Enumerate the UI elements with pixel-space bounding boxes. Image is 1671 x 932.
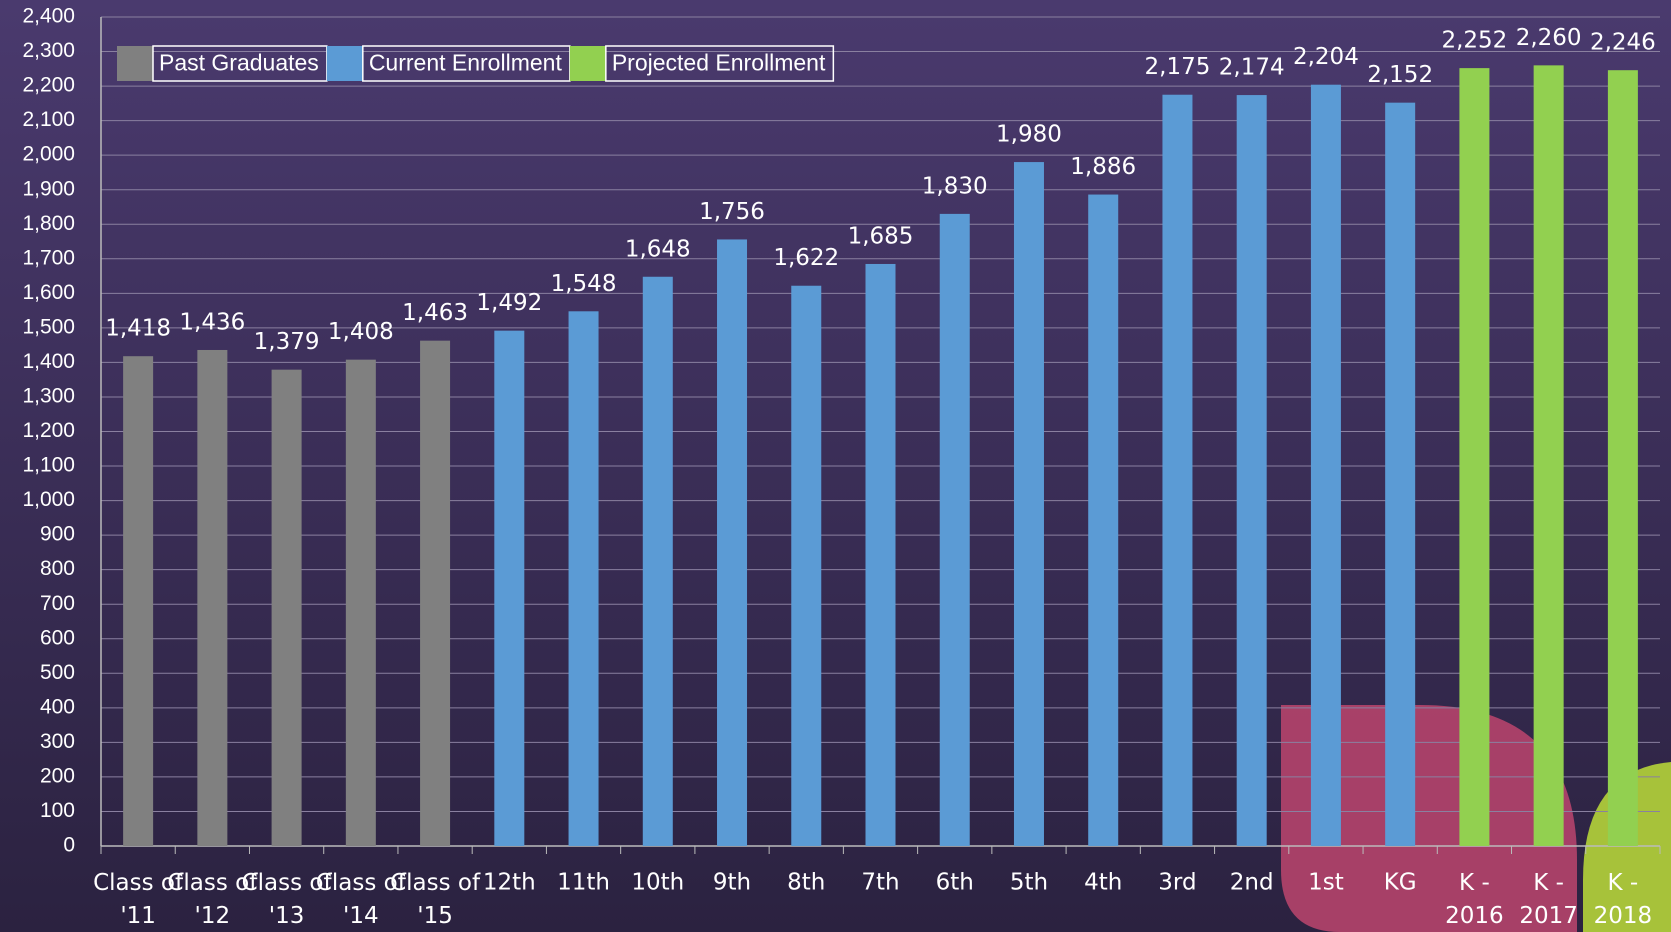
x-tick-label: 5th — [1010, 870, 1048, 896]
decor-shape — [1583, 762, 1671, 932]
bar — [1385, 102, 1416, 846]
x-tick-label: 3rd — [1158, 870, 1196, 896]
y-tick-label: 1,800 — [22, 212, 75, 235]
y-tick-label: 700 — [40, 592, 75, 615]
y-tick-label: 2,200 — [22, 74, 75, 97]
y-tick-label: 1,500 — [22, 315, 75, 338]
data-label: 1,379 — [254, 329, 320, 355]
bar — [123, 356, 154, 846]
bar — [1310, 84, 1341, 847]
x-tick-label: K -2017 — [1519, 870, 1578, 929]
y-tick-label: 1,000 — [22, 488, 75, 511]
bar — [1088, 194, 1119, 846]
legend-label: Current Enrollment — [369, 50, 563, 76]
x-tick-label: 4th — [1084, 870, 1122, 896]
data-label: 2,260 — [1516, 25, 1582, 51]
legend-swatch — [326, 46, 363, 81]
x-tick-label: K -2018 — [1594, 870, 1653, 929]
bar — [420, 340, 451, 846]
x-tick-label: K -2016 — [1445, 870, 1504, 929]
data-label: 1,685 — [848, 223, 914, 249]
legend-label: Projected Enrollment — [612, 50, 826, 76]
data-label: 2,246 — [1590, 30, 1656, 56]
bar — [271, 369, 302, 846]
y-tick-label: 1,900 — [22, 177, 75, 200]
y-tick-label: 1,700 — [22, 246, 75, 269]
y-tick-label: 1,600 — [22, 281, 75, 304]
data-label: 2,174 — [1219, 55, 1285, 81]
data-label: 2,152 — [1367, 62, 1433, 88]
x-tick-label: Class of '12 — [167, 870, 258, 929]
data-label: 2,252 — [1441, 28, 1507, 54]
legend: Past Graduates Current Enrollment Projecte… — [117, 45, 835, 82]
bar — [1162, 94, 1193, 846]
x-tick-label: 9th — [713, 870, 751, 896]
data-label: 1,648 — [625, 236, 691, 262]
y-tick-label: 800 — [40, 557, 75, 580]
bar — [494, 330, 525, 847]
data-label: 2,204 — [1293, 44, 1359, 70]
x-tick-label: Class of '15 — [390, 870, 481, 929]
bar — [717, 239, 748, 846]
data-label: 1,548 — [551, 271, 617, 297]
decor-shape — [1281, 705, 1577, 932]
data-label: 1,622 — [773, 245, 839, 271]
data-label: 1,463 — [402, 300, 468, 326]
y-tick-label: 300 — [40, 730, 75, 753]
data-label: 1,756 — [699, 199, 765, 225]
x-tick-label: 8th — [787, 870, 825, 896]
y-tick-label: 900 — [40, 523, 75, 546]
bar — [791, 285, 822, 847]
x-tick-label: 6th — [936, 870, 974, 896]
x-tick-label: KG — [1384, 870, 1417, 896]
y-tick-label: 1,200 — [22, 419, 75, 442]
bar — [345, 359, 376, 846]
bar — [642, 276, 673, 847]
x-tick-label: 2nd — [1230, 870, 1274, 896]
data-label: 1,408 — [328, 319, 394, 345]
data-label: 1,436 — [179, 309, 245, 335]
x-tick-label: 12th — [483, 870, 536, 896]
bar — [197, 349, 228, 846]
x-tick-label: Class of '13 — [242, 870, 333, 929]
x-tick-label: 7th — [861, 870, 899, 896]
data-label: 1,830 — [922, 173, 988, 199]
y-tick-label: 2,300 — [22, 39, 75, 62]
bar — [1236, 95, 1267, 847]
y-tick-label: 1,100 — [22, 454, 75, 477]
x-tick-label: Class of '11 — [93, 870, 184, 929]
legend-box — [605, 45, 835, 82]
bar — [939, 213, 970, 846]
legend-swatch — [117, 46, 153, 81]
y-tick-label: 0 — [63, 834, 75, 857]
y-tick-label: 400 — [40, 695, 75, 718]
data-label: 1,980 — [996, 122, 1062, 148]
y-tick-label: 500 — [40, 661, 75, 684]
x-tick-label: Class of '14 — [316, 870, 407, 929]
y-tick-label: 1,300 — [22, 385, 75, 408]
bar — [1459, 68, 1490, 847]
data-label: 1,886 — [1070, 154, 1136, 180]
x-tick-label: 11th — [557, 870, 610, 896]
y-tick-label: 600 — [40, 626, 75, 649]
bar — [1607, 70, 1638, 847]
bar — [865, 263, 896, 847]
bar — [1533, 65, 1564, 846]
y-tick-label: 2,100 — [22, 108, 75, 131]
x-tick-label: 1st — [1308, 870, 1344, 896]
data-label: 1,418 — [105, 316, 171, 342]
legend-label: Past Graduates — [159, 50, 319, 76]
legend-swatch — [569, 46, 606, 81]
data-label: 2,175 — [1145, 54, 1211, 80]
y-tick-label: 1,400 — [22, 350, 75, 373]
bar — [568, 311, 599, 846]
y-tick-label: 200 — [40, 764, 75, 787]
x-tick-label: 10th — [631, 870, 684, 896]
bar — [1013, 162, 1044, 846]
y-tick-label: 2,400 — [22, 5, 75, 28]
y-tick-label: 100 — [40, 799, 75, 822]
y-tick-label: 2,000 — [22, 143, 75, 166]
data-label: 1,492 — [476, 290, 542, 316]
